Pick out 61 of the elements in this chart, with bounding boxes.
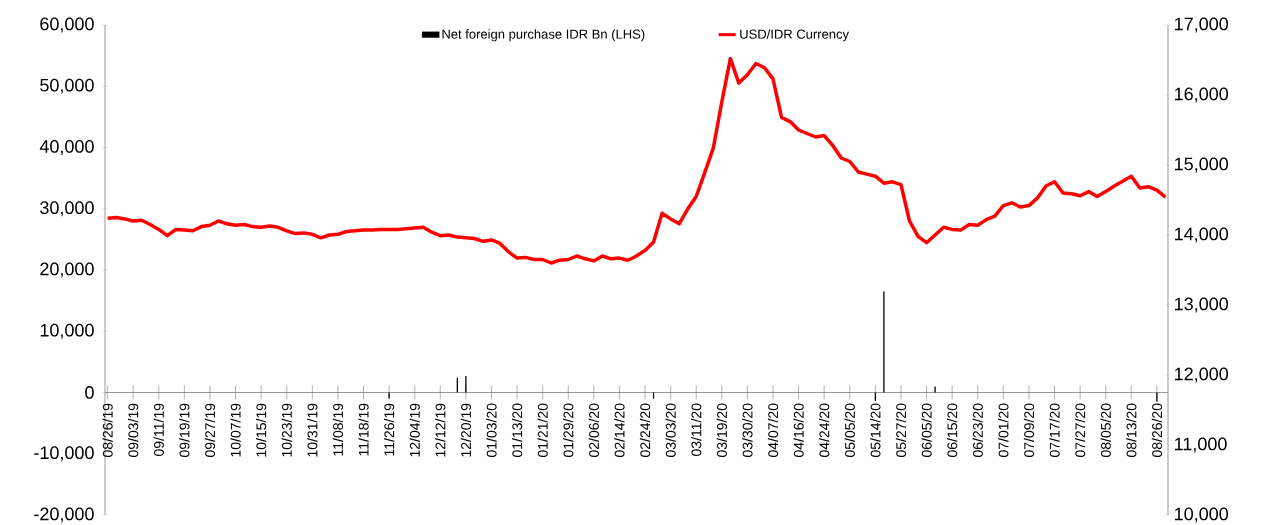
x-tick-label: 12/12/19 [435, 403, 446, 457]
y-tick-label: 0 [85, 386, 94, 399]
x-tick-label: 01/03/20 [486, 403, 497, 457]
x-tick-label: 10/31/19 [307, 403, 318, 457]
y-tick-label: -20,000 [34, 507, 94, 523]
x-tick-label: 06/15/20 [947, 403, 958, 457]
x-tick-label: 07/17/20 [1049, 403, 1060, 457]
x-tick-label: 11/26/19 [383, 403, 395, 456]
x-tick-label: 04/07/20 [767, 403, 779, 457]
x-tick-label: 08/26/19 [102, 403, 113, 457]
y2-tick-label: 14,000 [1175, 227, 1229, 243]
x-tick-label: 09/19/19 [179, 403, 190, 457]
x-tick-label: 03/03/20 [665, 403, 676, 457]
legend-label: Net foreign purchase IDR Bn (LHS) [442, 29, 645, 42]
x-tick-label: 03/19/20 [716, 403, 727, 457]
x-tick-label: 05/05/20 [844, 403, 855, 457]
x-tick-label: 12/04/19 [409, 403, 420, 457]
y2-tick-label: 10,000 [1175, 507, 1229, 523]
x-tick-label: 07/09/20 [1023, 403, 1035, 457]
x-tick-label: 11/08/19 [332, 403, 344, 456]
x-tick-label: 09/11/19 [153, 403, 164, 456]
x-tick-label: 02/06/20 [588, 403, 599, 457]
y-tick-label: 20,000 [40, 262, 94, 278]
x-tick-label: 01/13/20 [511, 403, 523, 457]
x-tick-label: 08/13/20 [1126, 403, 1137, 457]
x-tick-label: 10/15/19 [255, 403, 267, 457]
x-tick-label: 04/24/20 [819, 403, 830, 457]
y2-tick-label: 16,000 [1175, 87, 1229, 103]
x-tick-label: 06/05/20 [921, 403, 932, 457]
x-tick-label: 03/30/20 [742, 403, 753, 457]
x-tick-label: 09/03/19 [128, 403, 139, 457]
legend-label: USD/IDR Currency [740, 29, 849, 42]
x-tick-label: 10/23/19 [281, 403, 292, 457]
x-tick-label: 08/05/20 [1100, 403, 1111, 457]
x-tick-label: 05/14/20 [870, 403, 881, 457]
x-tick-label: 07/01/20 [998, 403, 1009, 457]
x-tick-label: 02/24/20 [639, 403, 651, 457]
y-tick-label: 60,000 [40, 17, 94, 33]
y2-tick-label: 15,000 [1175, 157, 1229, 173]
y-tick-label: -10,000 [34, 446, 94, 462]
y-tick-label: 50,000 [40, 78, 94, 94]
x-tick-label: 07/27/20 [1074, 403, 1086, 457]
x-tick-label: 02/14/20 [614, 403, 625, 457]
x-tick-label: 08/26/20 [1151, 403, 1163, 457]
y2-tick-label: 11,000 [1175, 437, 1227, 453]
y-tick-label: 10,000 [40, 323, 94, 339]
x-tick-label: 06/23/20 [972, 403, 983, 457]
y2-tick-label: 17,000 [1175, 17, 1229, 33]
x-tick-label: 12/20/19 [460, 403, 472, 457]
x-tick-label: 01/21/20 [537, 403, 548, 457]
y-tick-label: 30,000 [40, 201, 94, 217]
x-tick-label: 09/27/19 [204, 403, 216, 457]
x-tick-label: 03/11/20 [691, 403, 702, 456]
x-tick-label: 04/16/20 [793, 403, 804, 457]
y2-tick-label: 13,000 [1175, 297, 1229, 313]
x-tick-label: 01/29/20 [563, 403, 574, 457]
x-tick-label: 05/27/20 [895, 403, 907, 457]
y-tick-label: 40,000 [39, 140, 94, 155]
y2-tick-label: 12,000 [1175, 367, 1229, 383]
x-tick-label: 10/07/19 [230, 403, 241, 457]
x-tick-label: 11/18/19 [358, 403, 369, 456]
